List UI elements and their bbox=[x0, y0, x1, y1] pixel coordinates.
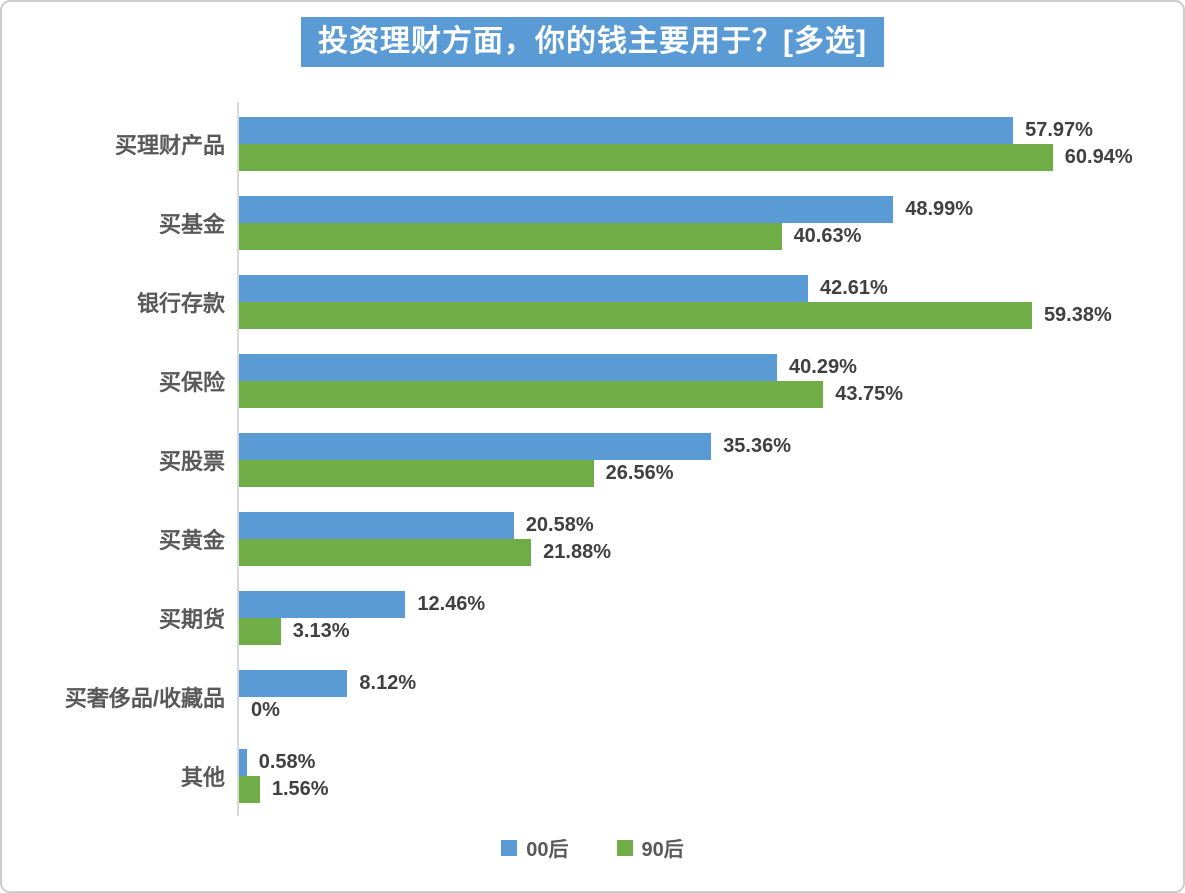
bar-line-90hou: 3.13% bbox=[239, 618, 1107, 645]
bar-90hou bbox=[239, 539, 532, 566]
bar-line-00hou: 40.29% bbox=[239, 354, 1107, 381]
bar-line-00hou: 35.36% bbox=[239, 433, 1107, 460]
bar-line-00hou: 0.58% bbox=[239, 749, 1107, 776]
bar-90hou bbox=[239, 460, 594, 487]
chart-title: 投资理财方面，你的钱主要用于？[多选] bbox=[301, 17, 884, 67]
bar-line-00hou: 57.97% bbox=[239, 117, 1107, 144]
bar-00hou bbox=[239, 749, 247, 776]
category-label: 买保险 bbox=[158, 370, 225, 395]
category-row: 银行存款 42.61% 59.38% bbox=[2, 275, 1183, 329]
legend-label-00hou: 00后 bbox=[526, 839, 569, 861]
category-label: 买基金 bbox=[158, 212, 225, 237]
value-label-90hou: 40.63% bbox=[793, 225, 862, 247]
value-label-00hou: 42.61% bbox=[820, 277, 888, 299]
category-label: 其他 bbox=[180, 765, 225, 790]
bar-90hou bbox=[239, 302, 1032, 329]
value-label-00hou: 48.99% bbox=[905, 198, 974, 220]
bar-group: 57.97% 60.94% bbox=[239, 117, 1133, 171]
bar-90hou bbox=[239, 618, 281, 645]
category-row: 买保险 40.29% 43.75% bbox=[2, 354, 1183, 408]
bar-group: 35.36% 26.56% bbox=[239, 433, 1107, 487]
category-axis-line bbox=[237, 102, 239, 816]
value-label-00hou: 40.29% bbox=[789, 356, 857, 378]
category-label: 买奢侈品/收藏品 bbox=[64, 686, 225, 711]
bar-group: 40.29% 43.75% bbox=[239, 354, 1107, 408]
value-label-90hou: 1.56% bbox=[271, 778, 329, 800]
bar-rows: 买理财产品 57.97% 60.94% 买基金 48.99% 40.63% bbox=[2, 102, 1183, 803]
bar-group: 8.12% 0% bbox=[239, 670, 1107, 724]
bar-group: 42.61% 59.38% bbox=[239, 275, 1112, 329]
value-label-90hou: 21.88% bbox=[543, 541, 612, 563]
bar-00hou bbox=[239, 196, 894, 223]
legend-label-90hou: 90后 bbox=[641, 839, 684, 861]
value-label-90hou: 26.56% bbox=[605, 462, 674, 484]
bar-line-00hou: 20.58% bbox=[239, 512, 1107, 539]
bar-90hou bbox=[239, 381, 824, 408]
category-label: 买期货 bbox=[158, 607, 225, 632]
value-label-00hou: 57.97% bbox=[1025, 119, 1093, 141]
bar-group: 0.58% 1.56% bbox=[239, 749, 1107, 803]
category-row: 买基金 48.99% 40.63% bbox=[2, 196, 1183, 250]
bar-line-90hou: 26.56% bbox=[239, 460, 1107, 487]
legend-swatch-90hou-icon bbox=[616, 839, 633, 856]
bar-00hou bbox=[239, 591, 406, 618]
bar-group: 20.58% 21.88% bbox=[239, 512, 1107, 566]
value-label-00hou: 0.58% bbox=[258, 751, 316, 773]
value-label-00hou: 12.46% bbox=[417, 593, 486, 615]
legend-item-00hou: 00后 bbox=[501, 833, 569, 862]
bar-line-90hou: 43.75% bbox=[239, 381, 1107, 408]
bar-00hou bbox=[239, 354, 778, 381]
bar-line-00hou: 12.46% bbox=[239, 591, 1107, 618]
category-row: 买期货 12.46% 3.13% bbox=[2, 591, 1183, 645]
bar-90hou bbox=[239, 144, 1053, 171]
value-label-90hou: 0% bbox=[251, 699, 280, 721]
category-label: 银行存款 bbox=[136, 291, 225, 316]
legend: 00后 90后 bbox=[2, 833, 1183, 862]
bar-line-90hou: 60.94% bbox=[239, 144, 1133, 171]
plot-area: 买理财产品 57.97% 60.94% 买基金 48.99% 40.63% bbox=[2, 102, 1183, 818]
bar-group: 48.99% 40.63% bbox=[239, 196, 1107, 250]
value-label-90hou: 59.38% bbox=[1043, 304, 1112, 326]
bar-line-90hou: 59.38% bbox=[239, 302, 1112, 329]
category-row: 买奢侈品/收藏品 8.12% 0% bbox=[2, 670, 1183, 724]
bar-00hou bbox=[239, 117, 1014, 144]
category-row: 买黄金 20.58% 21.88% bbox=[2, 512, 1183, 566]
legend-item-90hou: 90后 bbox=[616, 833, 684, 862]
bar-line-00hou: 48.99% bbox=[239, 196, 1107, 223]
bar-00hou bbox=[239, 433, 712, 460]
bar-00hou bbox=[239, 275, 808, 302]
category-row: 其他 0.58% 1.56% bbox=[2, 749, 1183, 803]
value-label-00hou: 35.36% bbox=[723, 435, 792, 457]
value-label-90hou: 43.75% bbox=[835, 383, 904, 405]
bar-group: 12.46% 3.13% bbox=[239, 591, 1107, 645]
category-row: 买理财产品 57.97% 60.94% bbox=[2, 117, 1183, 171]
bar-line-90hou: 40.63% bbox=[239, 223, 1107, 250]
bar-line-90hou: 21.88% bbox=[239, 539, 1107, 566]
title-bar: 投资理财方面，你的钱主要用于？[多选] bbox=[2, 17, 1183, 67]
bar-00hou bbox=[239, 670, 348, 697]
bar-line-90hou: 1.56% bbox=[239, 776, 1107, 803]
bar-line-00hou: 8.12% bbox=[239, 670, 1107, 697]
value-label-90hou: 3.13% bbox=[292, 620, 350, 642]
category-label: 买理财产品 bbox=[114, 133, 225, 158]
value-label-00hou: 20.58% bbox=[525, 514, 594, 536]
category-row: 买股票 35.36% 26.56% bbox=[2, 433, 1183, 487]
value-label-00hou: 8.12% bbox=[359, 672, 417, 694]
category-label: 买黄金 bbox=[158, 528, 225, 553]
bar-00hou bbox=[239, 512, 514, 539]
bar-line-00hou: 42.61% bbox=[239, 275, 1107, 302]
bar-line-90hou: 0% bbox=[239, 697, 1107, 724]
legend-swatch-00hou-icon bbox=[501, 839, 518, 856]
value-label-90hou: 60.94% bbox=[1064, 146, 1133, 168]
bar-90hou bbox=[239, 776, 260, 803]
category-label: 买股票 bbox=[158, 449, 225, 474]
bar-90hou bbox=[239, 223, 782, 250]
